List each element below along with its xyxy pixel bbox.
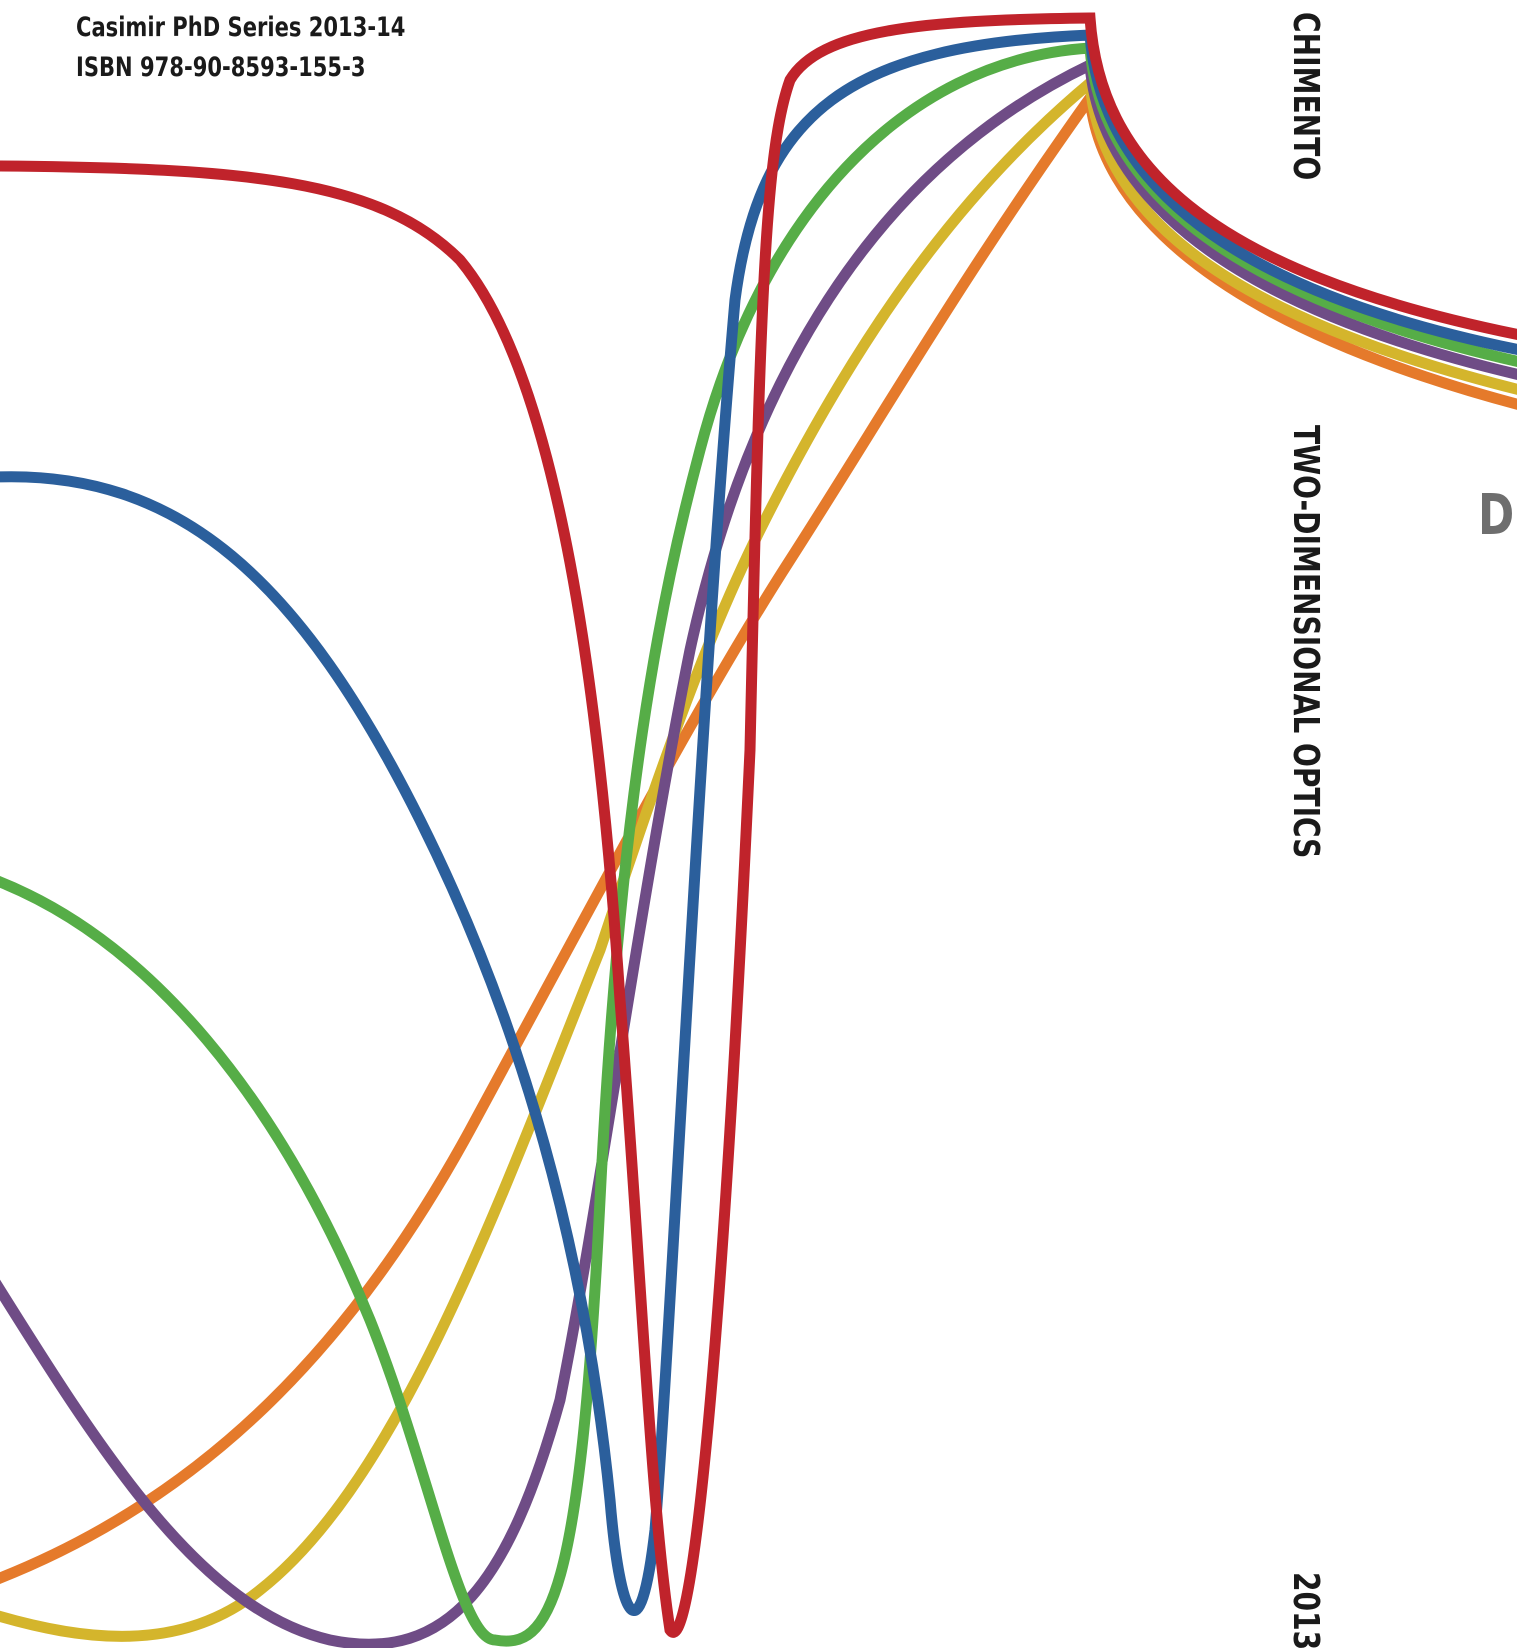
spine-year: 2013 <box>1285 1572 1326 1650</box>
spine-author: CHIMENTO <box>1285 12 1326 181</box>
series-line: Casimir PhD Series 2013-14 <box>76 12 406 43</box>
red-curve <box>0 12 1517 1638</box>
front-title-fragment: DI <box>1478 483 1517 548</box>
isbn-line: ISBN 978-90-8593-155-3 <box>76 52 366 83</box>
spine-title: TWO-DIMENSIONAL OPTICS <box>1285 425 1326 859</box>
series-info: Casimir PhD Series 2013-14 ISBN 978-90-8… <box>76 8 405 88</box>
yellow-curve <box>0 72 1517 1642</box>
